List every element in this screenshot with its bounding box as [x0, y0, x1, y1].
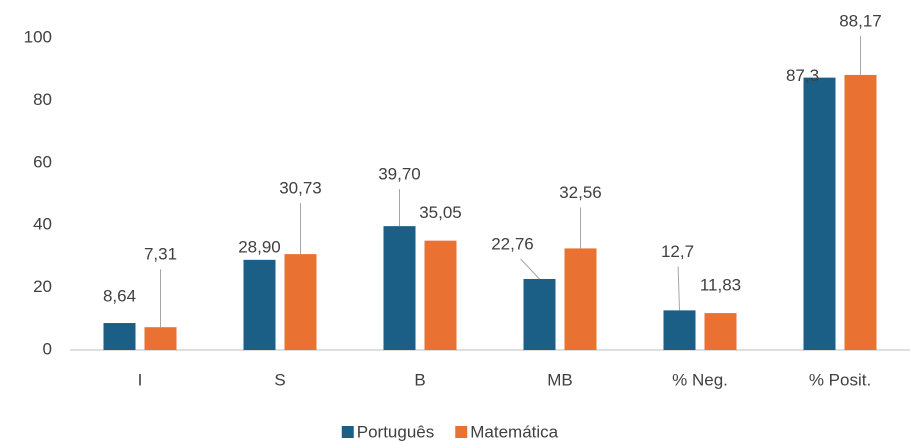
- legend-label: Matemática: [470, 422, 558, 441]
- data-label: 12,7: [661, 242, 694, 261]
- leader-line: [520, 258, 540, 280]
- legend-swatch: [341, 426, 354, 438]
- bar: [803, 77, 836, 351]
- y-tick-label: 40: [33, 215, 52, 234]
- x-tick-label: MB: [547, 370, 573, 389]
- y-tick-label: 60: [33, 152, 52, 171]
- bar: [243, 259, 276, 350]
- legend-swatch: [455, 426, 468, 438]
- x-tick-label: S: [274, 370, 285, 389]
- data-label: 28,90: [238, 237, 281, 256]
- bar: [704, 313, 737, 350]
- x-tick-label: % Neg.: [672, 370, 728, 389]
- data-label: 32,56: [559, 183, 602, 202]
- bar: [424, 240, 457, 350]
- data-label: 22,76: [491, 234, 534, 253]
- x-tick-label: % Posit.: [809, 370, 871, 389]
- data-label: 7,31: [144, 245, 177, 264]
- data-label: 88,17: [839, 11, 882, 30]
- data-label: 39,70: [378, 165, 421, 184]
- data-label: 11,83: [700, 276, 741, 295]
- y-tick-label: 100: [24, 27, 52, 46]
- bar: [284, 254, 317, 350]
- bar: [103, 323, 136, 350]
- x-tick-label: B: [414, 370, 425, 389]
- bar: [564, 248, 597, 350]
- data-label: 30,73: [279, 179, 322, 198]
- leader-line: [677, 266, 680, 311]
- legend-label: Português: [357, 422, 435, 441]
- y-tick-label: 20: [33, 277, 52, 296]
- bar: [844, 74, 877, 350]
- bar: [144, 327, 177, 350]
- bar: [383, 226, 416, 350]
- x-tick-label: I: [138, 370, 143, 389]
- y-tick-label: 80: [33, 90, 52, 109]
- data-label: 35,05: [419, 203, 462, 222]
- y-tick-label: 0: [43, 339, 52, 358]
- data-label: 8,64: [103, 287, 136, 306]
- bar: [663, 310, 696, 350]
- data-label: 87,3: [786, 66, 819, 85]
- bar: [523, 278, 556, 350]
